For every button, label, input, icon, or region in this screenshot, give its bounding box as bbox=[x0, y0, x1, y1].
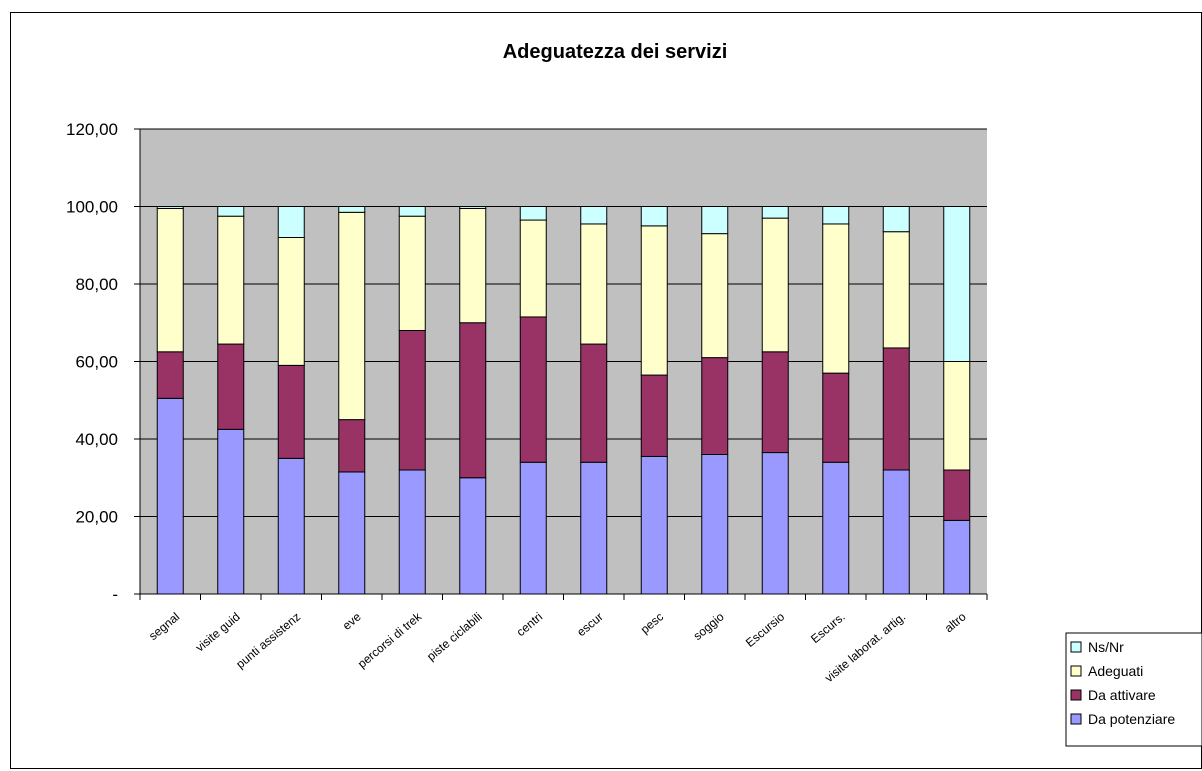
bar-segment bbox=[701, 357, 729, 455]
legend: Ns/Nr Adeguati Da attivare Da potenziare bbox=[1065, 632, 1202, 747]
x-tick-label: punti assistenz bbox=[233, 610, 303, 672]
x-tick-label: piste ciclabili bbox=[424, 610, 485, 664]
bar-segment bbox=[338, 419, 366, 473]
y-tick-label: 60,00 bbox=[75, 353, 118, 372]
bar-segment bbox=[398, 469, 426, 595]
bar-segment bbox=[398, 215, 426, 331]
y-tick-label: - bbox=[112, 585, 118, 604]
bar-segment bbox=[701, 233, 729, 359]
bar-segment bbox=[459, 322, 487, 479]
y-tick-label: 80,00 bbox=[75, 275, 118, 294]
bar-segment bbox=[156, 351, 184, 399]
bars bbox=[156, 206, 971, 595]
bar-segment bbox=[943, 361, 971, 471]
bar-segment bbox=[156, 206, 184, 209]
bar-segment bbox=[640, 374, 668, 457]
bar-segment bbox=[217, 215, 245, 345]
y-axis-ticks: - 20,00 40,00 60,00 80,00 100,00 120,00 bbox=[66, 120, 140, 604]
bar-segment bbox=[943, 469, 971, 521]
bar-segment bbox=[761, 351, 789, 454]
legend-label: Adeguati bbox=[1088, 663, 1143, 679]
bar-segment bbox=[822, 372, 850, 463]
bar-segment bbox=[277, 206, 305, 238]
bar-segment bbox=[277, 364, 305, 459]
bar-segment bbox=[217, 343, 245, 430]
bar-segment bbox=[761, 217, 789, 353]
bar-segment bbox=[701, 206, 729, 235]
y-tick-label: 120,00 bbox=[66, 120, 118, 139]
bar-segment bbox=[519, 206, 547, 221]
bar-segment bbox=[156, 207, 184, 353]
x-tick-label: visite guid bbox=[193, 610, 243, 655]
bar-segment bbox=[459, 477, 487, 595]
legend-swatch bbox=[1070, 689, 1082, 701]
bar-segment bbox=[640, 455, 668, 595]
bar-segment bbox=[338, 206, 366, 213]
x-tick-label: centri bbox=[514, 610, 545, 640]
bar-segment bbox=[580, 461, 608, 595]
bar-segment bbox=[217, 206, 245, 217]
bar-segment bbox=[156, 397, 184, 595]
bar-segment bbox=[217, 428, 245, 595]
x-tick-label: altro bbox=[942, 609, 969, 635]
legend-swatch bbox=[1070, 665, 1082, 677]
bar-segment bbox=[580, 343, 608, 463]
x-tick-label: segnal bbox=[146, 610, 182, 643]
bar-segment bbox=[459, 207, 487, 324]
x-tick-label: Escurs. bbox=[808, 610, 848, 646]
legend-label: Da attivare bbox=[1088, 687, 1156, 703]
bar-segment bbox=[701, 454, 729, 595]
bar-segment bbox=[943, 519, 971, 595]
x-tick-label: escur bbox=[574, 610, 605, 640]
legend-label: Da potenziare bbox=[1088, 711, 1175, 727]
bar-segment bbox=[882, 469, 910, 595]
legend-box bbox=[1065, 632, 1202, 747]
chart-title: Adeguatezza dei servizi bbox=[503, 41, 728, 63]
bar-segment bbox=[519, 461, 547, 595]
bar-segment bbox=[398, 206, 426, 217]
bar-segment bbox=[822, 223, 850, 374]
y-tick-label: 40,00 bbox=[75, 430, 118, 449]
bar-segment bbox=[519, 316, 547, 463]
y-tick-label: 20,00 bbox=[75, 508, 118, 527]
bar-segment bbox=[277, 237, 305, 366]
bar-segment bbox=[822, 461, 850, 595]
bar-segment bbox=[277, 457, 305, 595]
legend-swatch bbox=[1070, 713, 1082, 725]
bar-segment bbox=[580, 223, 608, 345]
bar-segment bbox=[640, 206, 668, 227]
bar-segment bbox=[882, 206, 910, 233]
bar-segment bbox=[882, 347, 910, 471]
x-tick-label: Escursio bbox=[743, 609, 787, 650]
bar-segment bbox=[338, 471, 366, 595]
x-tick-label: eve bbox=[340, 609, 364, 632]
legend-label: Ns/Nr bbox=[1088, 639, 1124, 655]
legend-swatch bbox=[1070, 641, 1082, 653]
bar-segment bbox=[459, 206, 487, 209]
x-tick-label: pesc bbox=[638, 610, 666, 637]
bar-segment bbox=[580, 206, 608, 225]
bar-segment bbox=[943, 206, 971, 362]
bar-segment bbox=[882, 231, 910, 349]
bar-segment bbox=[761, 452, 789, 595]
bar-segment bbox=[338, 211, 366, 421]
x-tick-label: percorsi di trek bbox=[355, 609, 425, 671]
bar-segment bbox=[761, 206, 789, 219]
bar-segment bbox=[822, 206, 850, 225]
bar-segment bbox=[640, 225, 668, 376]
x-tick-label: soggio bbox=[691, 609, 727, 643]
y-tick-label: 100,00 bbox=[66, 198, 118, 217]
bar-segment bbox=[519, 219, 547, 318]
bar-segment bbox=[398, 330, 426, 471]
